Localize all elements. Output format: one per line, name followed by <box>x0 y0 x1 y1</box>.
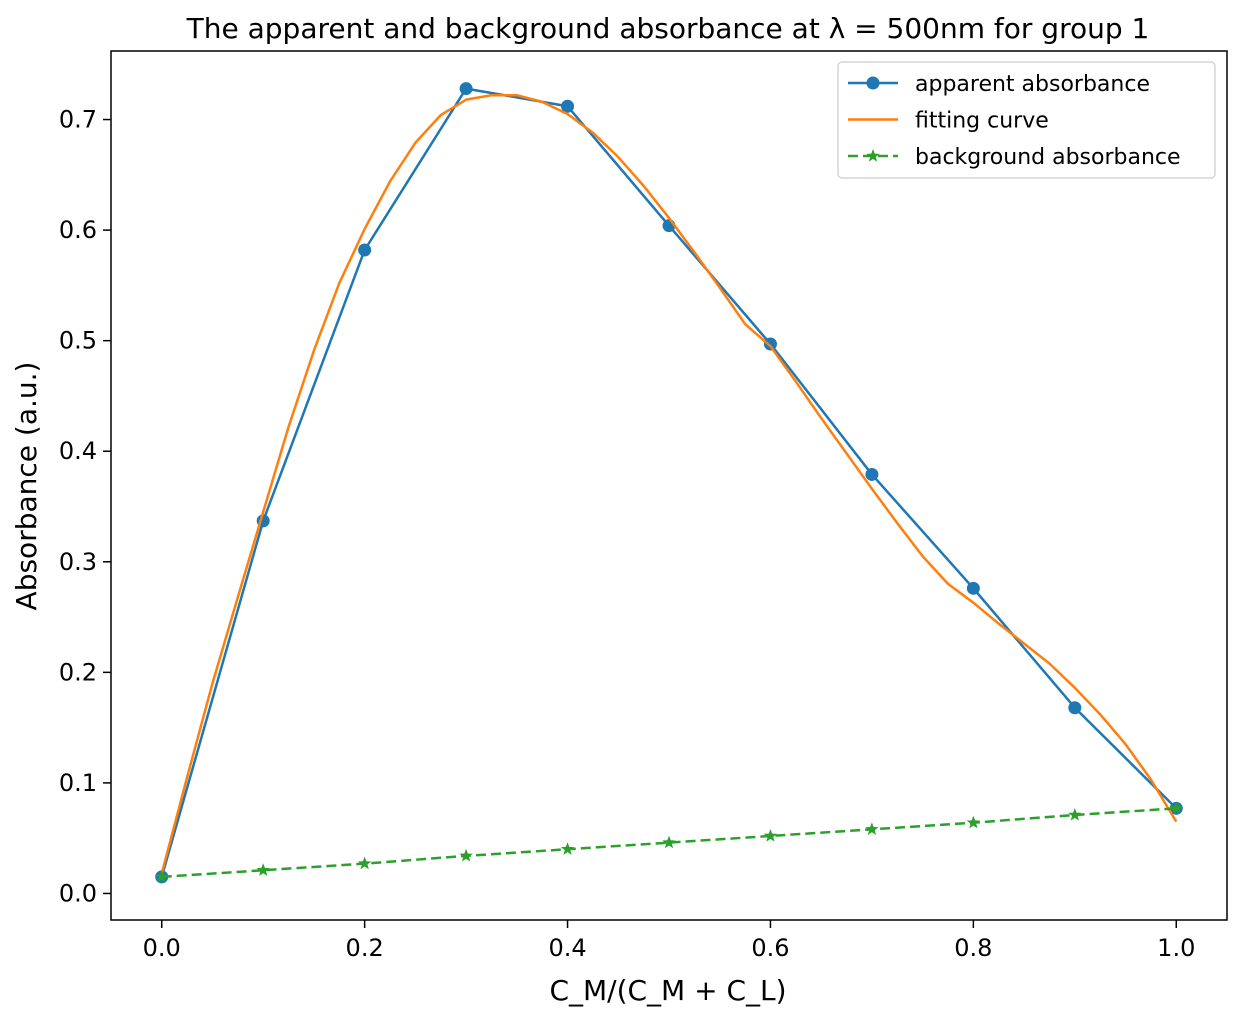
legend-apparent-absorbance-marker <box>866 76 880 90</box>
apparent-absorbance-point <box>459 82 473 96</box>
apparent-absorbance-point <box>561 99 575 113</box>
background-absorbance-point <box>560 842 575 855</box>
legend-box <box>837 61 1216 179</box>
y-tick-label: 0.0 <box>59 879 97 907</box>
background-absorbance-point <box>357 856 372 870</box>
x-tick-label: 0.4 <box>548 934 586 962</box>
apparent-absorbance-line <box>160 87 1178 878</box>
legend: apparent absorbance fitting curve backgrou… <box>837 61 1216 179</box>
background-absorbance-point <box>763 828 778 842</box>
fitting-curve-line <box>160 93 1178 874</box>
background-absorbance-point <box>155 869 169 883</box>
y-tick-label: 0.1 <box>59 769 97 797</box>
chart-title: The apparent and background absorbance a… <box>186 12 1150 45</box>
apparent-absorbance-point <box>865 467 879 481</box>
x-tick-label: 0.6 <box>751 934 789 962</box>
apparent-absorbance-point <box>763 337 777 351</box>
x-tick-label: 1.0 <box>1157 934 1195 962</box>
y-tick-label: 0.4 <box>59 437 97 465</box>
apparent-absorbance-point <box>358 243 372 257</box>
background-absorbance-point <box>459 848 473 862</box>
background-absorbance-point <box>966 815 981 829</box>
background-absorbance-line <box>161 807 1177 879</box>
x-tick-label: 0.0 <box>143 934 181 962</box>
background-absorbance-point <box>662 835 676 849</box>
apparent-absorbance-point <box>1068 701 1082 715</box>
y-tick-label: 0.2 <box>59 658 97 686</box>
background-absorbance-point <box>865 822 879 835</box>
y-tick-label: 0.7 <box>59 106 97 134</box>
apparent-absorbance-point <box>966 581 980 595</box>
y-axis-label: Absorbance (a.u.) <box>10 362 43 611</box>
legend-background-absorbance-label: background absorbance <box>915 145 1181 170</box>
x-tick-label: 0.8 <box>954 934 992 962</box>
background-absorbance-point <box>256 863 270 876</box>
background-absorbance-point <box>1169 801 1183 814</box>
legend-background-absorbance-marker <box>866 149 880 162</box>
y-tick-label: 0.6 <box>59 216 97 244</box>
x-axis-label: C_M/(C_M + C_L) <box>549 974 786 1007</box>
y-tick-label: 0.5 <box>59 327 97 355</box>
legend-apparent-absorbance-label: apparent absorbance <box>915 72 1150 97</box>
legend-fitting-curve-label: fitting curve <box>915 109 1049 134</box>
x-tick-label: 0.2 <box>346 934 384 962</box>
y-tick-label: 0.3 <box>59 548 97 576</box>
plot-area: 0.0 0.2 0.4 0.6 0.8 1.0 0.0 0.1 0.2 0.3 0.4 0.5 0.6 0… <box>59 50 1228 962</box>
background-absorbance-point <box>1068 807 1082 821</box>
axes-frame <box>110 50 1228 921</box>
